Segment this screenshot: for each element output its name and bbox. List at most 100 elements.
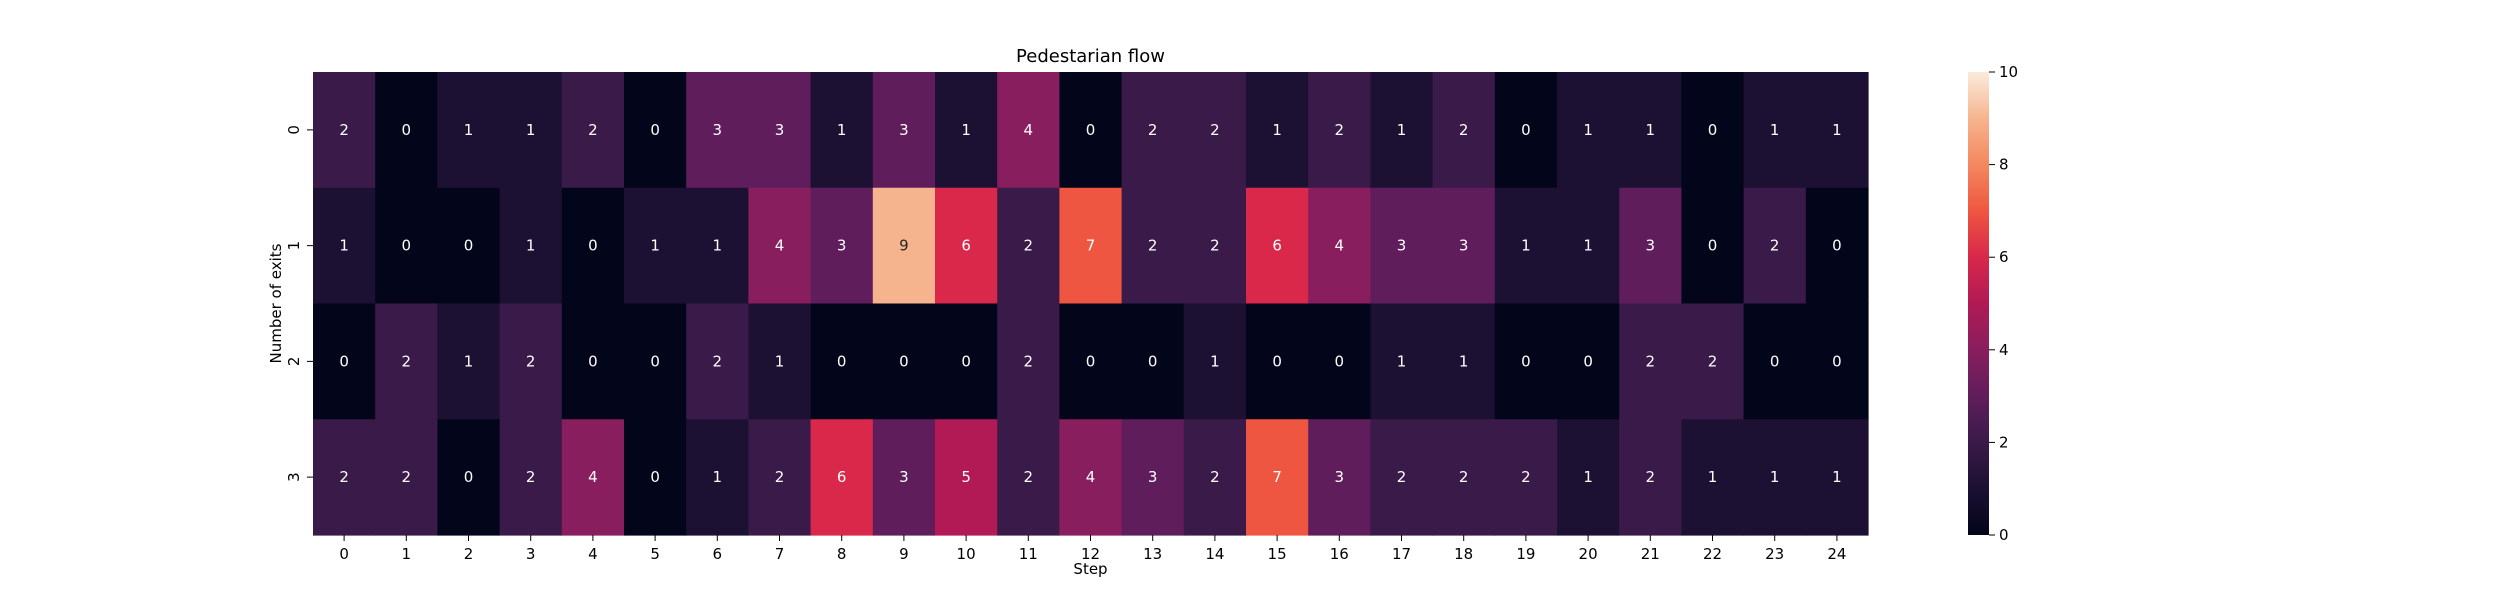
heatmap-cell bbox=[1308, 187, 1371, 305]
heatmap-cell bbox=[810, 303, 874, 420]
x-tick-label: 17 bbox=[1392, 545, 1411, 563]
heatmap-cell bbox=[1619, 419, 1682, 536]
x-tick-label: 8 bbox=[837, 545, 847, 563]
heatmap-cell bbox=[499, 72, 563, 189]
cell-value-label: 1 bbox=[1210, 352, 1220, 370]
cell-value-label: 2 bbox=[1459, 121, 1469, 139]
heatmap-cell bbox=[872, 419, 936, 536]
chart-title: Pedestarian flow bbox=[1016, 46, 1165, 67]
cell-value-label: 1 bbox=[713, 468, 723, 486]
cell-value-label: 2 bbox=[588, 121, 598, 139]
heatmap-cell bbox=[313, 303, 376, 420]
heatmap-cell bbox=[1121, 187, 1185, 305]
colorbar-gradient bbox=[1968, 72, 1989, 535]
cell-value-label: 1 bbox=[1770, 121, 1780, 139]
cell-value-label: 0 bbox=[588, 237, 598, 255]
cell-value-label: 0 bbox=[1272, 352, 1282, 370]
cell-value-label: 0 bbox=[650, 352, 660, 370]
heatmap-cell bbox=[1059, 187, 1123, 305]
heatmap-cell bbox=[1370, 187, 1434, 305]
cell-value-label: 0 bbox=[464, 237, 474, 255]
heatmap-cell bbox=[810, 72, 874, 189]
cell-value-label: 1 bbox=[1770, 468, 1780, 486]
heatmap-cell bbox=[997, 187, 1060, 305]
heatmap-cell bbox=[561, 187, 625, 305]
heatmap-cells bbox=[313, 72, 1869, 536]
cell-value-label: 0 bbox=[1335, 352, 1345, 370]
cell-value-label: 2 bbox=[402, 468, 412, 486]
x-tick-label: 4 bbox=[588, 545, 598, 563]
x-axis-title: Step bbox=[1073, 560, 1107, 578]
heatmap-cell bbox=[375, 303, 438, 420]
cell-value-label: 2 bbox=[1210, 468, 1220, 486]
heatmap-cell bbox=[313, 187, 376, 305]
cell-value-label: 1 bbox=[1272, 121, 1282, 139]
heatmap-cell bbox=[686, 419, 749, 536]
cell-value-label: 0 bbox=[1832, 352, 1842, 370]
cell-value-label: 2 bbox=[775, 468, 785, 486]
heatmap-cell bbox=[1681, 419, 1745, 536]
cell-value-label: 0 bbox=[588, 352, 598, 370]
cell-value-label: 1 bbox=[775, 352, 785, 370]
cell-value-label: 2 bbox=[1459, 468, 1469, 486]
heatmap-cell bbox=[1121, 72, 1185, 189]
cell-value-label: 2 bbox=[1708, 352, 1718, 370]
heatmap-cell bbox=[1308, 72, 1371, 189]
heatmap-cell bbox=[1805, 419, 1869, 536]
cell-value-label: 4 bbox=[1086, 468, 1096, 486]
heatmap-cell bbox=[1681, 303, 1745, 420]
cell-value-label: 1 bbox=[1832, 468, 1842, 486]
heatmap-cell bbox=[1557, 187, 1620, 305]
cell-value-label: 7 bbox=[1086, 237, 1096, 255]
x-tick-label: 0 bbox=[339, 545, 349, 563]
y-axis: 0 1 2 3 bbox=[285, 125, 313, 482]
heatmap-cell bbox=[1805, 72, 1869, 189]
cell-value-label: 0 bbox=[1708, 121, 1718, 139]
heatmap-cell bbox=[872, 187, 936, 305]
heatmap-cell bbox=[1246, 72, 1309, 189]
heatmap-cell bbox=[313, 72, 376, 189]
cell-value-label: 1 bbox=[1397, 121, 1407, 139]
cell-value-label: 0 bbox=[1770, 352, 1780, 370]
cell-value-label: 1 bbox=[1459, 352, 1469, 370]
cell-value-label: 9 bbox=[899, 237, 909, 255]
x-tick-label: 19 bbox=[1516, 545, 1535, 563]
heatmap-cell bbox=[997, 72, 1060, 189]
heatmap-cell bbox=[1743, 419, 1807, 536]
cell-value-label: 1 bbox=[1397, 352, 1407, 370]
heatmap-cell bbox=[624, 419, 687, 536]
heatmap-cell bbox=[1183, 72, 1247, 189]
cell-value-label: 2 bbox=[1335, 121, 1345, 139]
heatmap-cell bbox=[624, 303, 687, 420]
cell-value-label: 2 bbox=[1646, 352, 1656, 370]
x-tick-label: 1 bbox=[402, 545, 412, 563]
cell-value-label: 1 bbox=[713, 237, 723, 255]
heatmap-cell bbox=[1681, 187, 1745, 305]
heatmap-cell bbox=[1743, 72, 1807, 189]
heatmap-cell bbox=[437, 72, 501, 189]
cell-value-label: 6 bbox=[961, 237, 971, 255]
y-axis-title: Number of exits bbox=[267, 243, 285, 363]
cell-value-label: 3 bbox=[899, 468, 909, 486]
cell-value-label: 2 bbox=[1148, 237, 1158, 255]
heatmap-cell bbox=[624, 187, 687, 305]
heatmap-cell bbox=[810, 419, 874, 536]
cell-value-label: 0 bbox=[464, 468, 474, 486]
cell-value-label: 3 bbox=[775, 121, 785, 139]
cell-value-label: 1 bbox=[1646, 121, 1656, 139]
heatmap-cell bbox=[1494, 303, 1558, 420]
x-tick-label: 14 bbox=[1205, 545, 1224, 563]
x-tick-label: 9 bbox=[899, 545, 909, 563]
cell-value-label: 0 bbox=[1832, 237, 1842, 255]
cell-value-label: 5 bbox=[961, 468, 971, 486]
cell-value-label: 0 bbox=[1521, 121, 1531, 139]
heatmap-cell bbox=[375, 72, 438, 189]
cell-value-label: 2 bbox=[339, 121, 349, 139]
heatmap-cell bbox=[1432, 303, 1496, 420]
cell-value-label: 1 bbox=[339, 237, 349, 255]
cell-value-label: 0 bbox=[899, 352, 909, 370]
cell-value-label: 1 bbox=[837, 121, 847, 139]
heatmap-cell bbox=[561, 303, 625, 420]
heatmap-cell bbox=[1805, 303, 1869, 420]
heatmap-cell bbox=[872, 303, 936, 420]
